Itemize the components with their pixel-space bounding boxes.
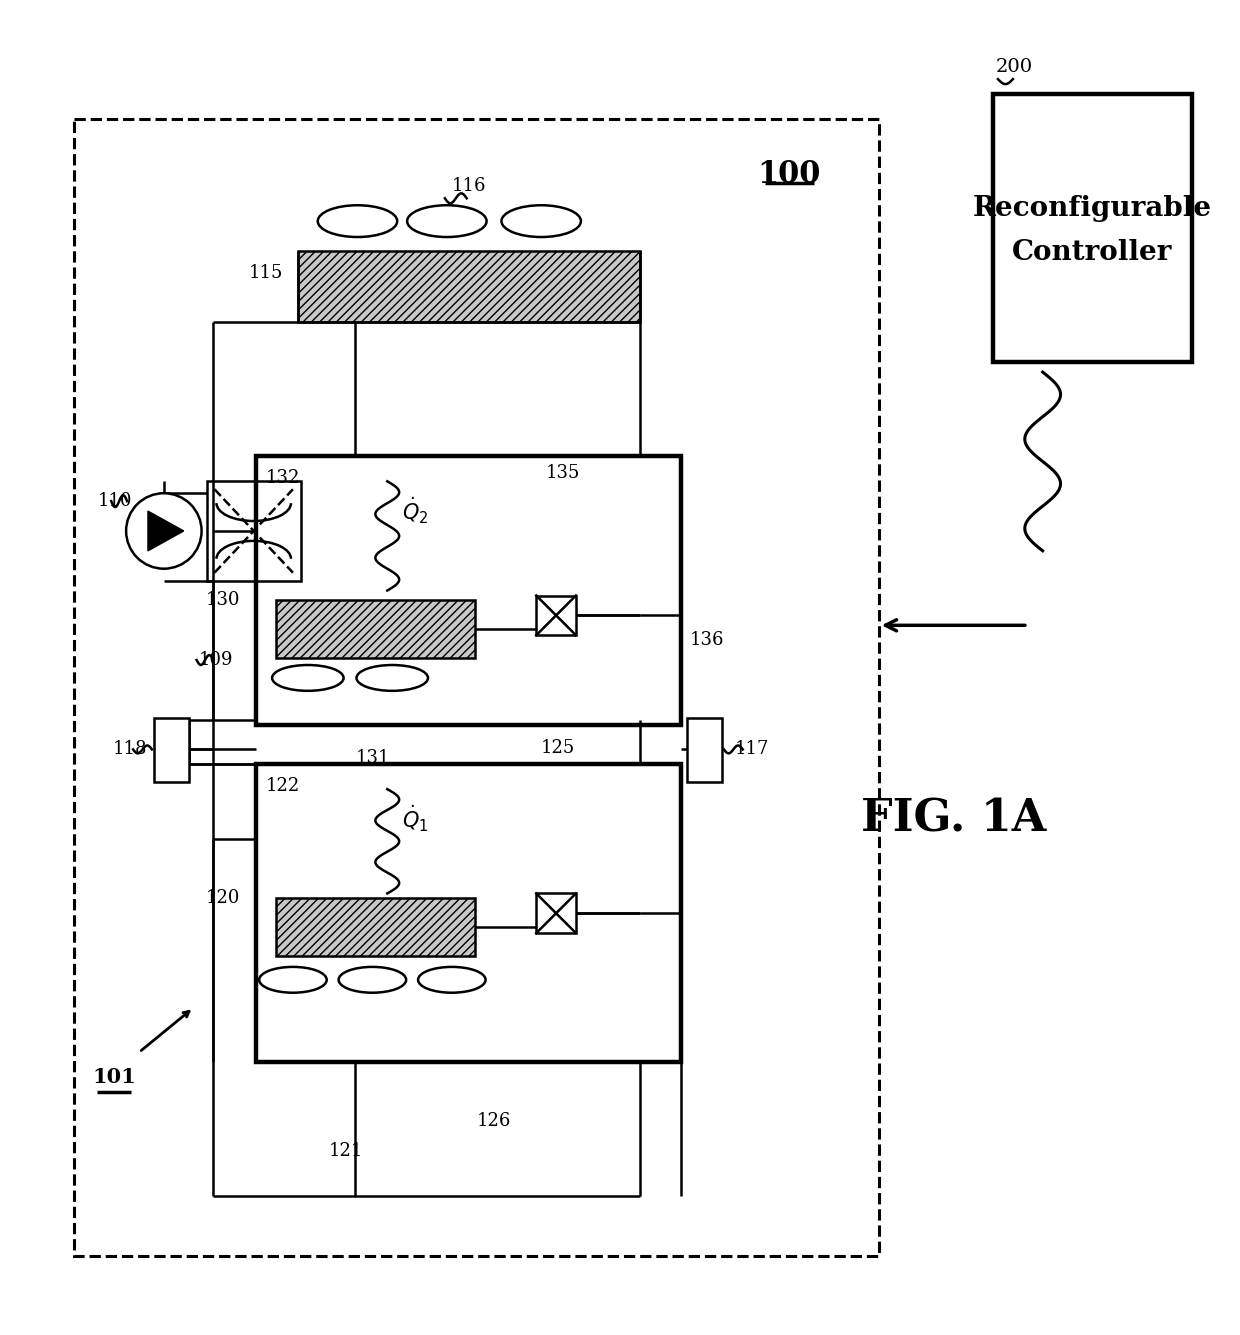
Text: 126: 126: [476, 1112, 511, 1129]
Text: 116: 116: [451, 178, 486, 195]
Text: 121: 121: [329, 1141, 363, 1160]
Bar: [993, 93, 1192, 362]
Text: 200: 200: [996, 59, 1033, 76]
Bar: [257, 457, 681, 725]
Text: 118: 118: [113, 741, 148, 758]
Bar: [277, 898, 475, 956]
Bar: [536, 595, 575, 635]
Bar: [298, 251, 641, 323]
Text: FIG. 1A: FIG. 1A: [861, 797, 1045, 841]
Bar: [154, 718, 188, 782]
Bar: [207, 482, 301, 581]
Text: 131: 131: [356, 749, 391, 768]
Ellipse shape: [418, 967, 486, 993]
Text: 110: 110: [97, 493, 131, 510]
Ellipse shape: [317, 206, 397, 238]
Bar: [257, 765, 681, 1063]
Ellipse shape: [272, 665, 343, 690]
Text: 125: 125: [541, 740, 575, 757]
Bar: [277, 601, 475, 658]
Ellipse shape: [259, 967, 326, 993]
Bar: [687, 718, 722, 782]
Text: 120: 120: [206, 889, 241, 908]
Text: 136: 136: [691, 631, 724, 649]
Text: 117: 117: [735, 741, 769, 758]
Text: 100: 100: [758, 159, 821, 190]
Text: Controller: Controller: [1012, 239, 1173, 267]
Bar: [74, 119, 879, 1256]
Text: 109: 109: [198, 651, 233, 669]
Text: 115: 115: [249, 264, 283, 282]
Polygon shape: [148, 511, 184, 551]
Text: Reconfigurable: Reconfigurable: [972, 195, 1211, 222]
Bar: [536, 893, 575, 933]
Ellipse shape: [339, 967, 407, 993]
Text: 122: 122: [267, 777, 300, 796]
Ellipse shape: [356, 665, 428, 690]
Text: $\dot{Q}_1$: $\dot{Q}_1$: [402, 804, 429, 834]
Circle shape: [126, 493, 202, 569]
Ellipse shape: [407, 206, 486, 238]
Text: 135: 135: [546, 465, 580, 482]
Text: $\dot{Q}_2$: $\dot{Q}_2$: [402, 495, 429, 526]
Text: 132: 132: [267, 470, 300, 487]
Text: 130: 130: [206, 591, 241, 610]
Text: 101: 101: [92, 1067, 136, 1087]
Ellipse shape: [501, 206, 580, 238]
